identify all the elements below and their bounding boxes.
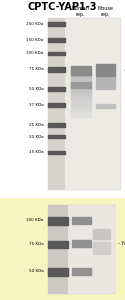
Bar bbox=[96, 77, 115, 89]
Text: 37 KDa: 37 KDa bbox=[29, 103, 44, 107]
Bar bbox=[71, 75, 91, 83]
Text: 15 KDa: 15 KDa bbox=[29, 151, 44, 154]
Bar bbox=[48, 123, 65, 127]
Text: Mouse
rep.: Mouse rep. bbox=[98, 6, 114, 17]
Bar bbox=[96, 64, 115, 76]
Text: 20 KDa: 20 KDa bbox=[29, 135, 44, 139]
Text: - YAP1: - YAP1 bbox=[118, 242, 125, 246]
Bar bbox=[48, 38, 65, 42]
Bar bbox=[71, 106, 91, 112]
Bar bbox=[48, 205, 115, 294]
Bar bbox=[48, 218, 68, 224]
Bar bbox=[71, 66, 91, 75]
Bar bbox=[71, 100, 91, 106]
Bar bbox=[48, 67, 65, 72]
Bar bbox=[71, 82, 91, 88]
Bar bbox=[48, 205, 68, 294]
Text: 100 KDa: 100 KDa bbox=[26, 218, 44, 222]
Bar bbox=[48, 241, 68, 248]
Text: Human
rep.: Human rep. bbox=[72, 6, 90, 17]
Text: - YAP1: - YAP1 bbox=[124, 68, 125, 73]
Bar bbox=[48, 18, 121, 190]
Bar bbox=[93, 242, 110, 254]
Bar bbox=[96, 103, 115, 108]
Text: 25 KDa: 25 KDa bbox=[29, 123, 44, 127]
Bar bbox=[48, 22, 65, 26]
Bar bbox=[48, 87, 65, 91]
Bar bbox=[48, 135, 65, 138]
Text: 50 KDa: 50 KDa bbox=[29, 87, 44, 91]
Bar bbox=[48, 103, 65, 107]
Bar bbox=[48, 52, 65, 55]
Bar bbox=[72, 218, 91, 224]
Text: 250 KDa: 250 KDa bbox=[26, 22, 44, 26]
Text: 50 KDa: 50 KDa bbox=[29, 269, 44, 273]
Bar bbox=[71, 94, 91, 100]
Text: 100 KDa: 100 KDa bbox=[26, 52, 44, 56]
Bar bbox=[72, 240, 91, 247]
Bar bbox=[71, 112, 91, 117]
Bar bbox=[71, 87, 91, 95]
Bar bbox=[48, 268, 68, 275]
Text: CPTC-YAP1-3: CPTC-YAP1-3 bbox=[28, 2, 97, 12]
Bar bbox=[93, 229, 110, 239]
Bar bbox=[72, 268, 91, 274]
Bar bbox=[71, 69, 91, 77]
Bar bbox=[71, 81, 91, 89]
Text: 75 KDa: 75 KDa bbox=[29, 67, 44, 71]
Bar bbox=[48, 151, 65, 154]
Bar bbox=[48, 18, 65, 190]
Text: 150 KDa: 150 KDa bbox=[26, 38, 44, 42]
Text: 75 KDa: 75 KDa bbox=[29, 242, 44, 246]
